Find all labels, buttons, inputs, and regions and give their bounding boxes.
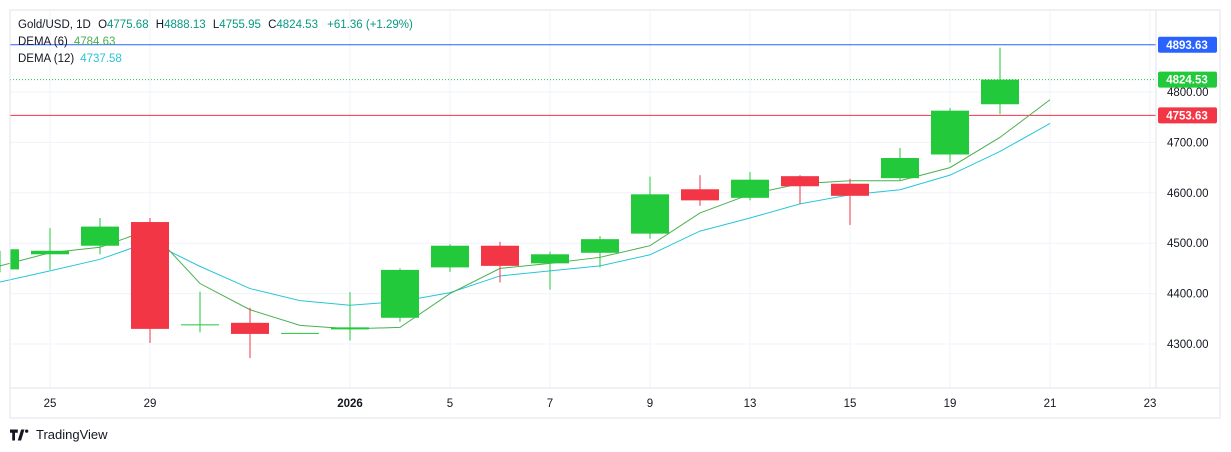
candle-body — [781, 176, 819, 187]
candle[interactable] — [431, 244, 469, 272]
candle[interactable] — [681, 175, 719, 206]
candle-body — [631, 194, 669, 234]
x-tick-label: 29 — [144, 398, 157, 410]
candle[interactable] — [531, 251, 569, 290]
chart-legend: Gold/USD, 1D O4775.68 H4888.13 L4755.95 … — [18, 17, 413, 68]
x-tick-label: 5 — [447, 398, 453, 410]
y-tick-label: 4700.00 — [1167, 137, 1209, 149]
y-tick-label: 4500.00 — [1167, 238, 1209, 250]
candle[interactable] — [281, 332, 319, 334]
candle[interactable] — [631, 176, 669, 239]
chart-axes: 4300.00 4400.00 4500.00 4600.00 4700.00 4800.… — [9, 9, 1221, 419]
low-label: L — [212, 19, 220, 31]
candle-body — [681, 189, 719, 201]
candle-body — [381, 269, 419, 318]
x-tick-label: 21 — [1044, 398, 1057, 410]
high-line-label — [1158, 36, 1217, 53]
candle-body — [831, 183, 869, 196]
y-tick-label: 4400.00 — [1167, 289, 1209, 301]
candle[interactable] — [781, 175, 819, 204]
candle[interactable] — [0, 249, 19, 273]
dema6-label: DEMA (6) — [18, 36, 68, 48]
y-tick-label: 4800.00 — [1167, 87, 1209, 99]
dema6-row[interactable]: DEMA (6) 4784.63 — [18, 34, 413, 51]
candles[interactable] — [0, 47, 1019, 359]
low-line-label-text: 4753.63 — [1166, 110, 1208, 122]
x-tick-label: 19 — [944, 398, 957, 410]
y-tick-label: 4600.00 — [1167, 188, 1209, 200]
price-labels: 4893.63 4824.53 4753.63 — [1158, 36, 1217, 124]
candle[interactable] — [331, 292, 369, 341]
x-tick-label: 13 — [744, 398, 757, 410]
candle-body — [181, 324, 219, 326]
candle[interactable] — [481, 241, 519, 283]
close-line-label — [1158, 71, 1217, 88]
candle-body — [531, 254, 569, 264]
dema6-line[interactable] — [0, 99, 1051, 330]
candle[interactable] — [731, 172, 769, 201]
candle[interactable] — [981, 47, 1019, 115]
x-tick-label: 9 — [647, 398, 653, 410]
candle-body — [131, 222, 169, 329]
y-tick-label: 4300.00 — [1167, 339, 1209, 351]
candle[interactable] — [381, 268, 419, 322]
dema-lines — [0, 99, 1051, 330]
candle[interactable] — [31, 228, 69, 270]
x-tick-label: 2026 — [337, 398, 363, 410]
tradingview-brand[interactable]: TradingView — [10, 427, 108, 442]
candle[interactable] — [881, 147, 919, 181]
candle[interactable] — [181, 291, 219, 333]
high-label: H — [155, 19, 165, 31]
candle[interactable] — [81, 218, 119, 255]
tradingview-logo-icon — [10, 428, 29, 441]
dema12-label: DEMA (12) — [18, 53, 75, 65]
close-value: 4824.53 — [276, 19, 318, 31]
dema12-row[interactable]: DEMA (12) 4737.58 — [18, 51, 413, 68]
x-tick-label: 15 — [844, 398, 857, 410]
low-value: 4755.95 — [219, 19, 261, 31]
candle-body — [481, 245, 519, 266]
candle[interactable] — [131, 218, 169, 343]
candle-body — [581, 239, 619, 253]
candle-body — [281, 332, 319, 334]
candle-body — [231, 322, 269, 334]
x-tick-label: 23 — [1144, 398, 1157, 410]
candle[interactable] — [831, 178, 869, 226]
candle-body — [981, 79, 1019, 105]
change-value: +61.36 (+1.29%) — [327, 19, 413, 31]
candle-body — [881, 158, 919, 179]
candle-body — [81, 226, 119, 246]
dema12-value: 4737.58 — [80, 53, 122, 65]
candle[interactable] — [931, 108, 969, 163]
close-label: C — [268, 19, 277, 31]
candle[interactable] — [581, 236, 619, 268]
candle-body — [431, 245, 469, 268]
low-line-label — [1158, 107, 1217, 124]
candle[interactable] — [231, 307, 269, 359]
candle-body — [10, 249, 19, 270]
dema12-line[interactable] — [0, 123, 1051, 306]
high-value: 4888.13 — [164, 19, 206, 31]
x-tick-label: 25 — [44, 398, 57, 410]
high-line-label-text: 4893.63 — [1166, 40, 1208, 52]
close-line-label-text: 4824.53 — [1166, 75, 1208, 87]
open-label: O — [98, 19, 108, 31]
ohlc-row: Gold/USD, 1D O4775.68 H4888.13 L4755.95 … — [18, 17, 413, 34]
symbol-name[interactable]: Gold/USD, 1D — [18, 19, 91, 31]
chart-frame — [9, 9, 1221, 419]
candle-body — [931, 110, 969, 155]
candle-body — [331, 327, 369, 330]
candle-body — [31, 250, 69, 255]
candle-body — [731, 179, 769, 198]
dema6-value: 4784.63 — [73, 36, 116, 48]
brand-name: TradingView — [36, 427, 108, 442]
x-tick-label: 7 — [547, 398, 553, 410]
open-value: 4775.68 — [107, 19, 149, 31]
